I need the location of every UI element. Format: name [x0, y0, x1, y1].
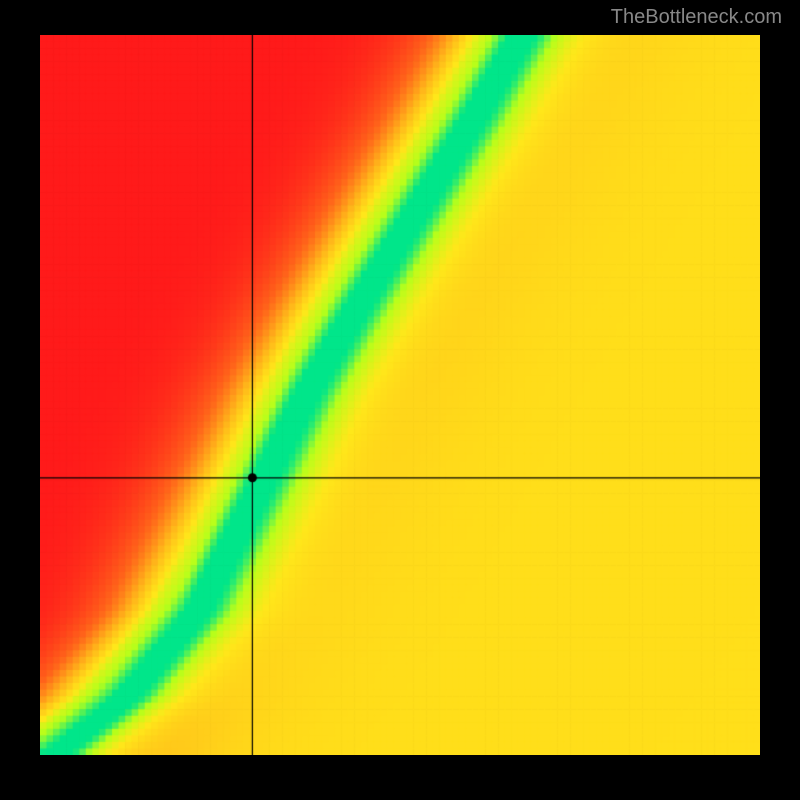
plot-area [40, 35, 760, 755]
watermark-text: TheBottleneck.com [611, 6, 782, 29]
heatmap-canvas [40, 35, 760, 755]
chart-container: TheBottleneck.com [0, 0, 800, 800]
